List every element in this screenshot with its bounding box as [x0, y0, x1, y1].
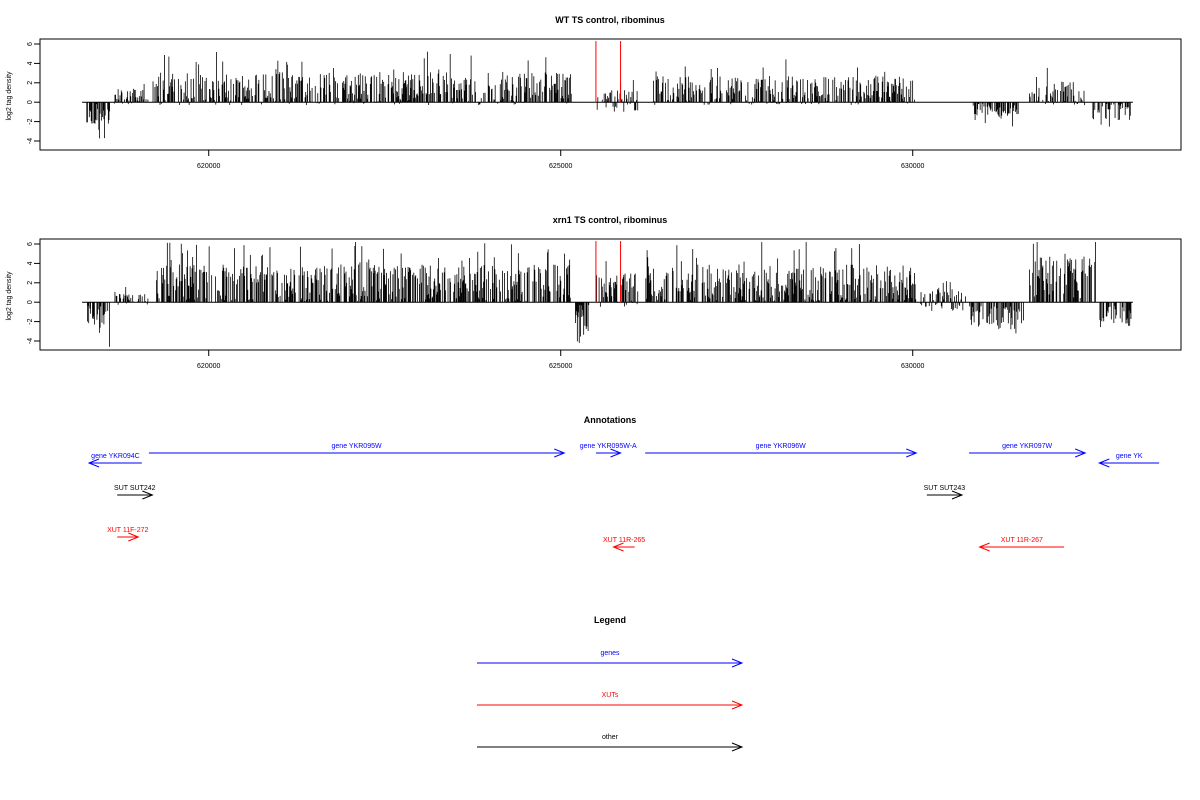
annotation-feature: gene YKR096W: [645, 443, 918, 458]
annotation-feature: gene YKR095W: [148, 443, 566, 458]
wt-bars: [82, 41, 1133, 139]
annotation-feature: XUT 11R-267: [978, 537, 1065, 552]
wt-panel-title: WT TS control, ribominus: [555, 15, 665, 25]
feature-arrowhead: [128, 532, 140, 542]
annotation-feature: gene YKR094C: [87, 453, 142, 468]
feature-arrowhead: [1075, 448, 1087, 458]
annotation-feature: gene YKR095W-A: [580, 443, 637, 458]
feature-label: SUT SUT243: [924, 485, 966, 492]
legend-item: XUTs: [477, 692, 744, 710]
y-tick-label: 2: [27, 281, 34, 285]
feature-arrowhead: [906, 448, 918, 458]
annotation-feature: XUT 11R-265: [603, 537, 645, 552]
wt-y-axis-label: log2 tag density: [6, 71, 13, 121]
x-tick-label: 625000: [549, 363, 572, 370]
y-tick-label: 2: [27, 81, 34, 85]
x-tick-label: 625000: [549, 163, 572, 170]
feature-label: gene YKR096W: [756, 443, 806, 450]
legend-title: Legend: [594, 615, 626, 625]
xrn1-bars: [82, 241, 1133, 347]
x-tick-label: 620000: [197, 363, 220, 370]
xrn1-density-panel: xrn1 TS control, ribominus log2 tag dens…: [6, 215, 1182, 370]
y-tick-label: -4: [27, 138, 34, 144]
y-tick-label: 4: [27, 261, 34, 265]
wt-y-axis: -4 -2 0 2 4 6: [27, 42, 41, 144]
annotation-feature: gene YK: [1097, 453, 1160, 468]
feature-arrowhead: [87, 458, 100, 468]
legend-arrowhead: [731, 658, 744, 668]
legend-label: genes: [600, 650, 620, 657]
y-tick-label: -4: [27, 338, 34, 344]
legend-arrowhead: [731, 742, 744, 752]
legend: Legend genes XUTs other: [477, 615, 744, 752]
feature-label: gene YKR094C: [91, 453, 140, 460]
feature-label: gene YKR095W: [332, 443, 382, 450]
xrn1-y-axis: -4 -2 0 2 4 6: [27, 242, 41, 344]
y-tick-label: 0: [27, 100, 34, 104]
y-tick-label: 4: [27, 61, 34, 65]
x-tick-label: 620000: [197, 163, 220, 170]
feature-arrowhead: [554, 448, 566, 458]
annotation-feature: gene YKR097W: [969, 443, 1087, 458]
feature-label: XUT 11R-265: [603, 537, 645, 544]
xrn1-panel-title: xrn1 TS control, ribominus: [553, 215, 668, 225]
feature-arrowhead: [142, 490, 154, 500]
annotation-feature: SUT SUT242: [114, 485, 156, 500]
y-tick-label: 0: [27, 300, 34, 304]
legend-items: genes XUTs other: [477, 650, 744, 752]
feature-arrowhead: [610, 448, 622, 458]
annotations-title: Annotations: [584, 415, 637, 425]
legend-label: XUTs: [602, 692, 619, 699]
wt-x-axis: 620000 625000 630000: [197, 149, 925, 170]
y-tick-label: -2: [27, 118, 34, 124]
feature-label: XUT 11R-267: [1001, 537, 1043, 544]
wt-density-panel: WT TS control, ribominus log2 tag densit…: [6, 15, 1182, 170]
feature-label: gene YK: [1116, 453, 1143, 460]
legend-item: genes: [477, 650, 744, 668]
feature-arrowhead: [951, 490, 964, 500]
feature-arrowhead: [612, 542, 624, 552]
y-tick-label: 6: [27, 42, 34, 46]
feature-label: XUT 11F-272: [107, 527, 148, 534]
legend-arrowhead: [731, 700, 744, 710]
xrn1-y-axis-label: log2 tag density: [6, 271, 13, 321]
legend-item: other: [477, 734, 744, 752]
feature-label: SUT SUT242: [114, 485, 156, 492]
legend-label: other: [602, 734, 619, 741]
feature-label: gene YKR097W: [1002, 443, 1052, 450]
xrn1-x-axis: 620000 625000 630000: [197, 349, 925, 370]
annotation-features: gene YKR094C gene YKR095W gene YKR095W-A ge…: [87, 443, 1160, 552]
feature-arrowhead: [978, 542, 990, 552]
annotation-feature: XUT 11F-272: [107, 527, 149, 542]
x-tick-label: 630000: [901, 363, 924, 370]
feature-arrowhead: [1097, 458, 1110, 468]
y-tick-label: -2: [27, 318, 34, 324]
x-tick-label: 630000: [901, 163, 924, 170]
annotation-feature: SUT SUT243: [924, 485, 966, 500]
feature-label: gene YKR095W-A: [580, 443, 637, 450]
y-tick-label: 6: [27, 242, 34, 246]
